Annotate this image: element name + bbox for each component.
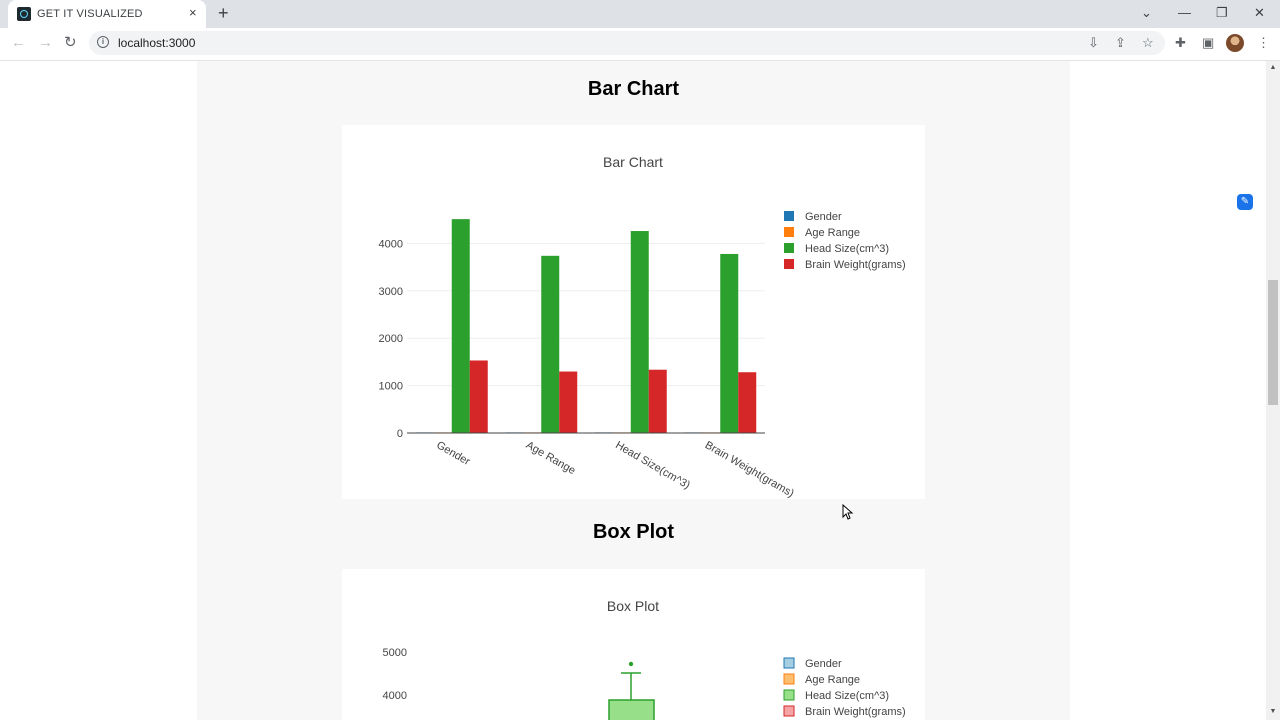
forward-arrow-icon[interactable]: → [38,34,53,51]
bar[interactable] [630,231,649,433]
share-icon[interactable]: ⇪ [1115,35,1126,50]
box-outlier-point [628,661,634,667]
legend-label[interactable]: Brain Weight(grams) [805,706,906,718]
scroll-up-arrow-icon[interactable]: ▲ [1269,64,1277,71]
legend-swatch[interactable] [784,259,794,269]
legend-swatch[interactable] [784,227,794,237]
box-chart-svg: Box Plot 4000 5000 Gender Age Range Head Si… [383,598,906,720]
bar[interactable] [720,253,739,433]
bar[interactable] [559,371,578,433]
install-app-icon[interactable]: ⇩ [1088,35,1099,50]
new-tab-button[interactable]: + [218,3,229,23]
side-panel-icon[interactable]: ▣ [1202,35,1215,50]
y-tick-label: 3000 [379,286,403,298]
main-content: Bar Chart Bar Chart 0 1000 2000 3000 4000 Ge… [197,61,1070,720]
box-body [608,699,655,720]
y-tick-label: 1000 [379,381,403,393]
legend-label[interactable]: Gender [805,658,842,670]
x-tick-label: Brain Weight(grams) [703,439,796,499]
box-chart-title: Box Plot [607,598,659,614]
box-chart-card: Box Plot 4000 5000 Gender Age Range Head Si… [342,569,925,720]
bar-chart-title: Bar Chart [603,154,663,170]
tab-close-icon[interactable]: × [189,5,197,20]
legend-swatch[interactable] [784,211,794,221]
browser-toolbar: ← → ↻ i localhost:3000 ⇩ ⇪ ☆ ✚ ▣ ⋮ [0,28,1280,61]
legend-label[interactable]: Head Size(cm^3) [805,690,889,702]
scroll-thumb[interactable] [1268,280,1278,405]
y-tick-label: 4000 [379,238,403,250]
bar-section-title: Bar Chart [587,78,680,100]
profile-avatar[interactable] [1226,34,1244,52]
close-window-button[interactable]: ✕ [1254,5,1265,20]
legend-label[interactable]: Head Size(cm^3) [805,243,889,255]
bar[interactable] [451,219,470,433]
menu-kebab-icon[interactable]: ⋮ [1257,35,1270,50]
y-tick-label: 0 [397,428,403,440]
tab-search-icon[interactable]: ⌄ [1141,5,1152,20]
mouse-cursor-icon [842,504,854,520]
bar[interactable] [469,360,488,433]
address-bar[interactable]: i localhost:3000 [89,31,1165,55]
legend-label[interactable]: Age Range [805,674,860,686]
tab-title: GET IT VISUALIZED [37,8,143,20]
y-tick-label: 5000 [383,647,407,659]
legend-swatch[interactable] [783,673,795,685]
bar[interactable] [541,255,560,433]
bar-chart-svg: Bar Chart 0 1000 2000 3000 4000 Gender Age Ra… [379,154,906,500]
restore-button[interactable]: ❐ [1216,5,1228,20]
site-info-icon[interactable]: i [97,36,109,48]
box-section-title: Box Plot [592,521,675,543]
browser-tab[interactable]: GET IT VISUALIZED × [8,0,206,28]
legend-swatch[interactable] [783,689,795,701]
y-tick-label: 4000 [383,690,407,702]
reload-icon[interactable]: ↻ [64,34,77,51]
legend-label[interactable]: Brain Weight(grams) [805,259,906,271]
bar[interactable] [738,372,757,433]
page-viewport: Bar Chart Bar Chart 0 1000 2000 3000 4000 Ge… [0,61,1266,720]
scroll-down-arrow-icon[interactable]: ▼ [1269,708,1277,715]
y-tick-label: 2000 [379,333,403,345]
legend-swatch[interactable] [783,705,795,717]
bar[interactable] [648,369,667,433]
minimize-button[interactable]: — [1178,5,1191,20]
bookmark-star-icon[interactable]: ☆ [1142,35,1154,50]
bar-chart-card: Bar Chart 0 1000 2000 3000 4000 Gender Age Ra… [342,125,925,500]
tab-strip: GET IT VISUALIZED × + ⌄ — ❐ ✕ [0,0,1280,28]
x-tick-label: Head Size(cm^3) [613,439,692,491]
x-tick-label: Age Range [524,439,578,477]
legend-label[interactable]: Gender [805,211,842,223]
head-size-box [608,661,655,720]
url-text[interactable]: localhost:3000 [118,36,196,50]
react-favicon-icon [17,7,31,21]
extensions-puzzle-icon[interactable]: ✚ [1175,35,1186,50]
extension-floating-icon[interactable]: ✎ [1237,194,1253,210]
x-tick-label: Gender [434,439,472,468]
legend-label[interactable]: Age Range [805,227,860,239]
back-arrow-icon[interactable]: ← [11,34,26,51]
legend-swatch[interactable] [783,657,795,669]
legend-swatch[interactable] [784,243,794,253]
